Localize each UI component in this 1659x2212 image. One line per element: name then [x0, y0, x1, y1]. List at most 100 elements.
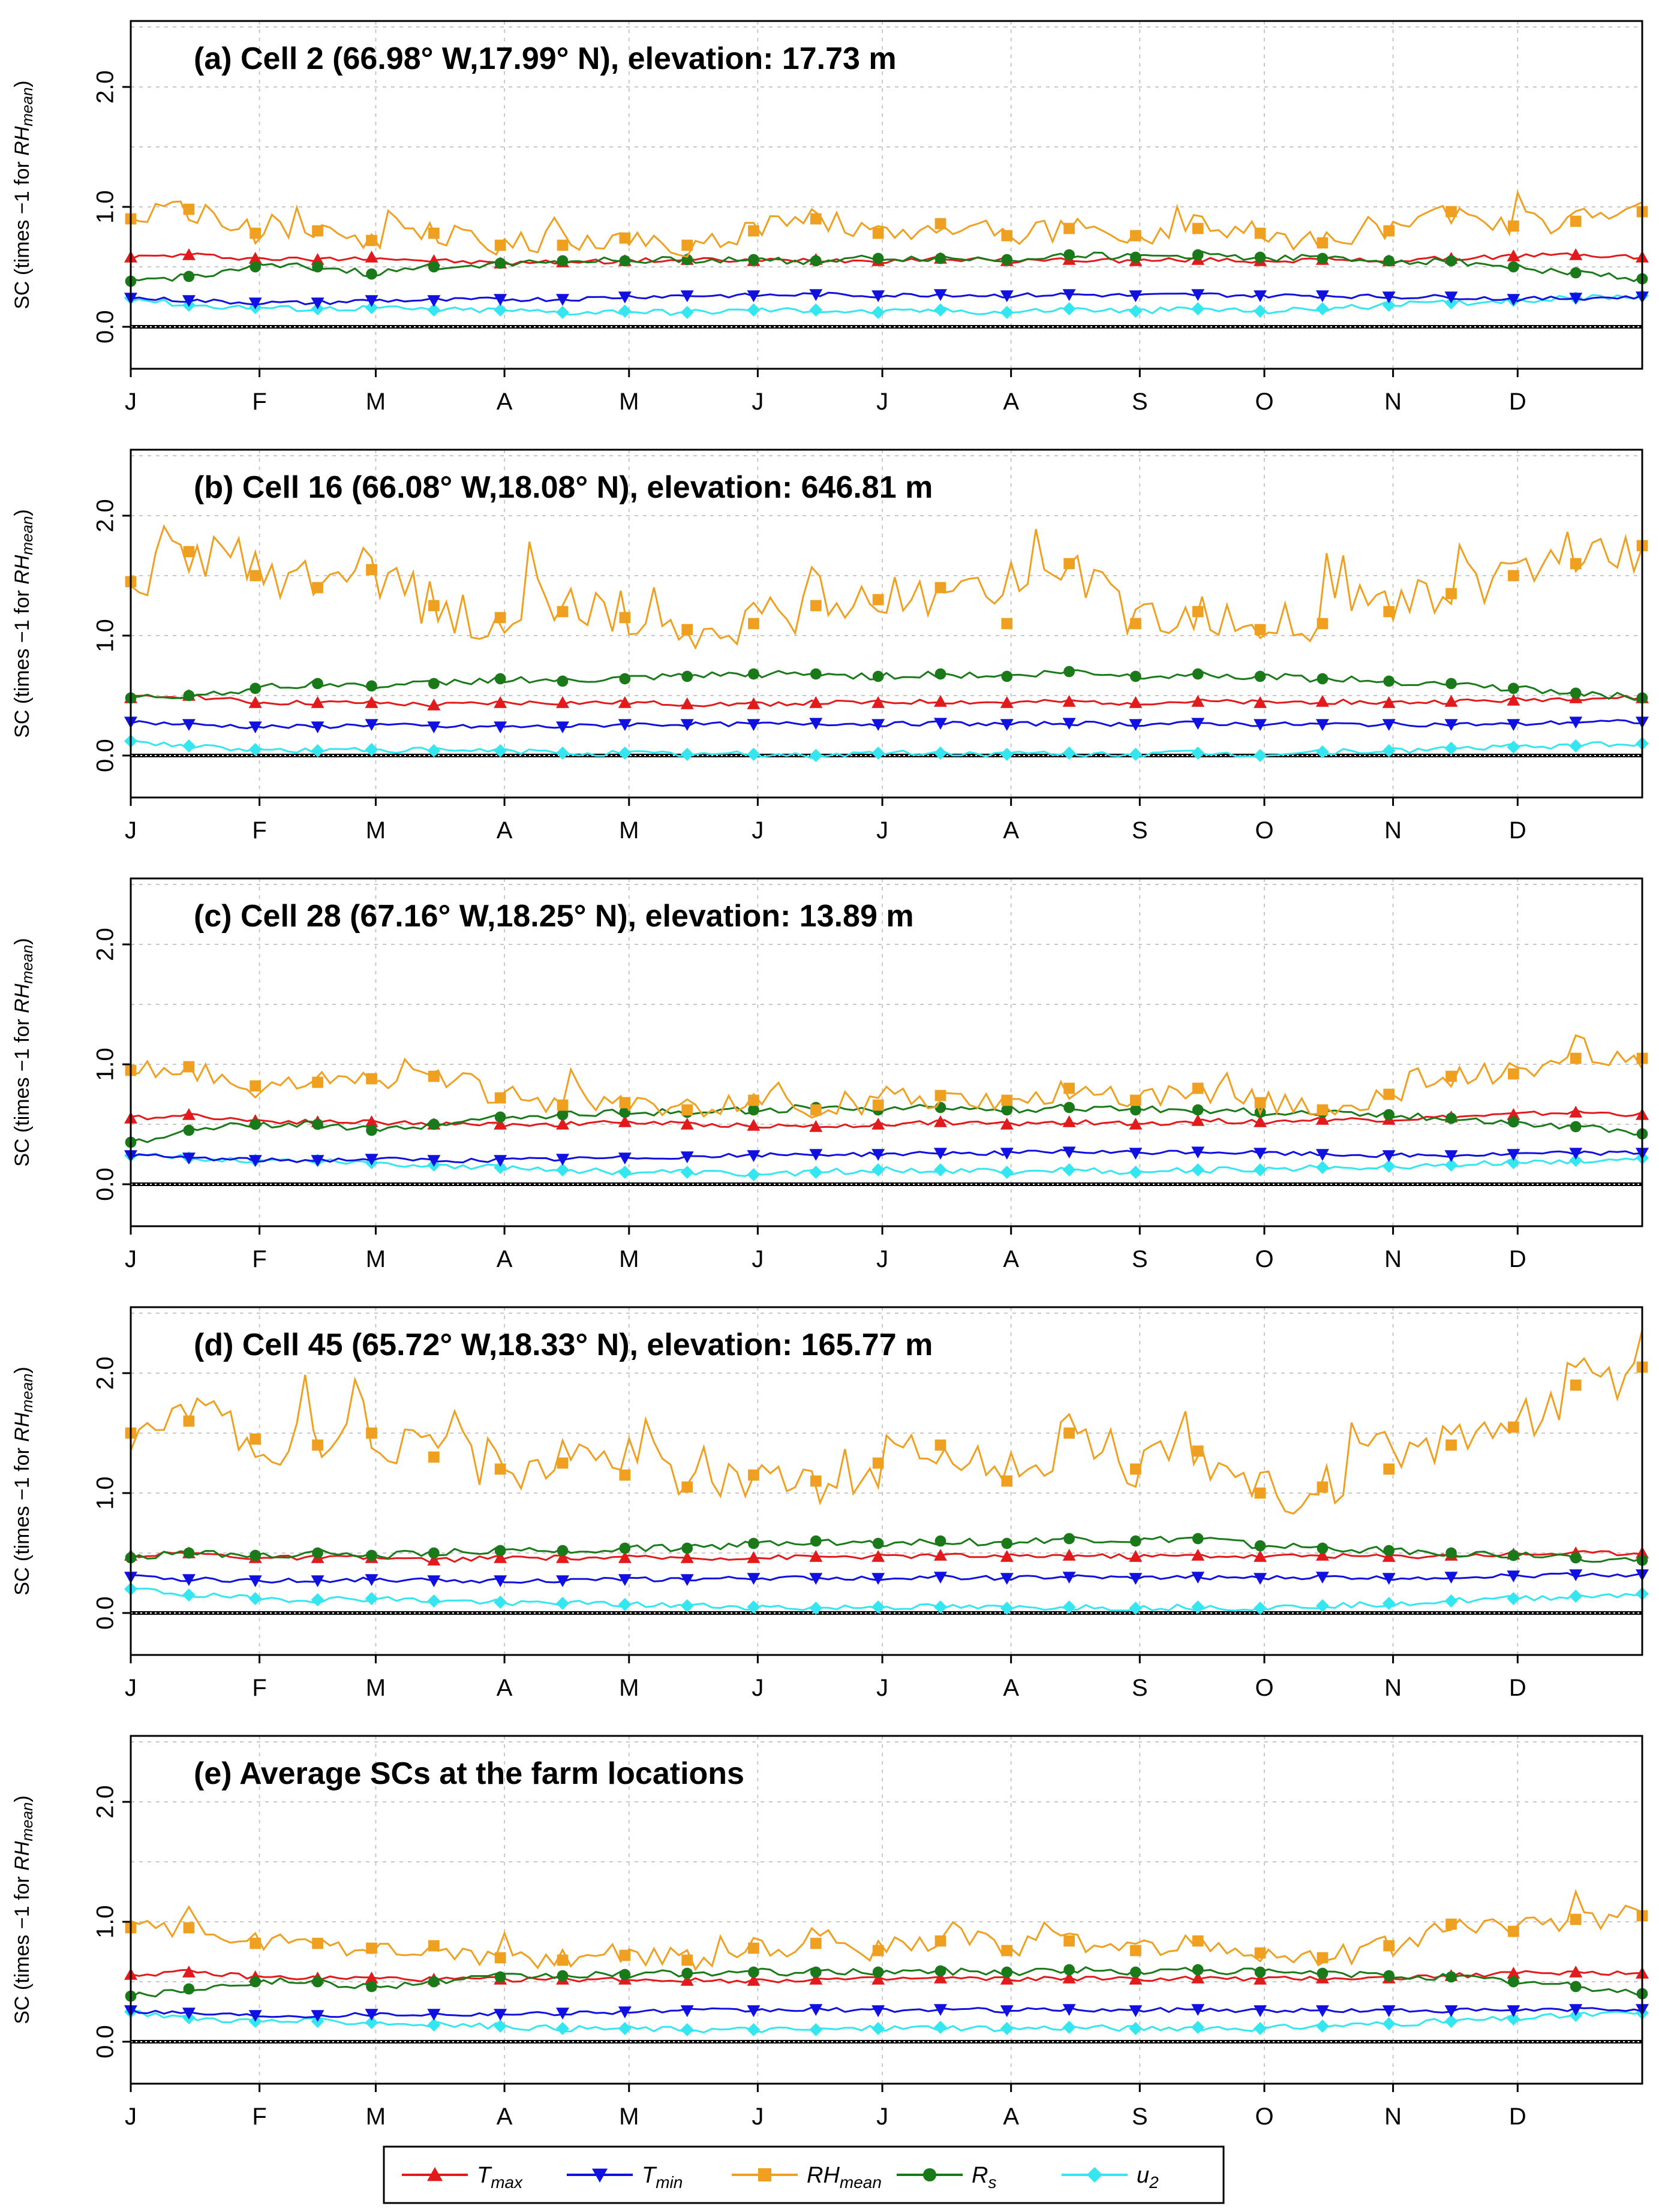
marker-u2 [427, 2018, 441, 2032]
marker-rh [1383, 1463, 1395, 1475]
y-tick-label: 2.0 [92, 1356, 119, 1390]
marker-tmin [871, 290, 885, 302]
marker-tmin [1191, 289, 1205, 301]
marker-tmin [618, 291, 632, 303]
marker-u2 [427, 1594, 441, 1608]
marker-rh [1570, 1052, 1582, 1064]
legend-sym: RH [807, 2163, 840, 2188]
marker-tmin [871, 719, 885, 731]
marker-rh [810, 213, 822, 225]
marker-tmin [1382, 1150, 1396, 1162]
marker-tmin [365, 1154, 378, 1166]
marker-u2 [934, 747, 947, 760]
marker-tmin [248, 2010, 262, 2022]
marker-rs [312, 261, 323, 273]
marker-rs [748, 1966, 759, 1978]
marker-tmin [556, 2008, 569, 2020]
marker-rs [312, 678, 323, 690]
marker-tmin [934, 718, 947, 730]
legend-sub: max [491, 2173, 523, 2192]
month-label: M [366, 389, 386, 415]
marker-tmax [556, 1551, 569, 1563]
marker-tmax [365, 1972, 378, 1984]
marker-rs [183, 1547, 195, 1559]
marker-u2 [1507, 741, 1520, 754]
marker-rs [934, 252, 946, 264]
month-label: D [1509, 817, 1526, 844]
marker-u2 [1129, 748, 1143, 761]
marker-tmin [747, 290, 761, 302]
series-line-rh [130, 1329, 1643, 1515]
marker-rs [1570, 267, 1582, 279]
y-axis-label: SC (times −1 for RHmean) [11, 1367, 36, 1596]
legend-label: Rs [972, 2163, 996, 2192]
marker-tmin [871, 2005, 885, 2017]
marker-tmax [1191, 1972, 1205, 1984]
marker-u2 [934, 2021, 947, 2034]
marker-u2 [365, 1592, 378, 1605]
marker-rs [1001, 254, 1013, 266]
marker-rs [1570, 1552, 1582, 1564]
marker-rh [681, 239, 693, 251]
marker-tmin [248, 721, 262, 733]
marker-tmin [1000, 1148, 1014, 1160]
marker-u2 [680, 2023, 694, 2036]
marker-rh [428, 227, 440, 239]
marker-tmax [182, 1108, 196, 1120]
marker-rh [557, 1954, 569, 1966]
marker-tmin [1569, 293, 1583, 305]
marker-rh [250, 1937, 262, 1949]
month-label: D [1509, 389, 1526, 415]
marker-tmin [182, 1574, 196, 1586]
marker-u2 [1062, 2021, 1076, 2034]
marker-rh [872, 1099, 884, 1111]
marker-u2 [1191, 302, 1205, 315]
month-label: F [252, 2103, 266, 2130]
marker-rh [748, 1469, 759, 1481]
series-tmax [124, 1106, 1649, 1132]
marker-rs [1445, 255, 1457, 267]
marker-rs [1254, 1966, 1266, 1978]
marker-tmin [618, 1574, 632, 1586]
y-axis-label-close: ) [11, 938, 34, 944]
marker-u2 [1062, 1600, 1076, 1614]
marker-rh [1063, 1935, 1075, 1947]
marker-rs [619, 1106, 631, 1118]
marker-rh [250, 1433, 262, 1445]
marker-tmin [680, 1151, 694, 1163]
month-label: J [752, 2103, 764, 2130]
marker-rh [1192, 1935, 1204, 1947]
marker-rh [1383, 1940, 1395, 1952]
marker-rs [494, 673, 506, 685]
y-axis-label-close: ) [11, 1367, 34, 1373]
marker-rs [366, 1124, 377, 1136]
marker-rs [1508, 682, 1519, 694]
marker-u2 [1507, 2012, 1520, 2026]
marker-tmin [1000, 2005, 1014, 2017]
month-label: A [497, 1246, 513, 1272]
marker-rs [366, 268, 377, 280]
marker-tmin [1254, 1573, 1267, 1585]
marker-tmax [1000, 696, 1014, 708]
marker-u2 [1254, 2022, 1267, 2035]
marker-tmin [182, 2008, 196, 2020]
marker-tmin [747, 1150, 761, 1162]
y-axis-label-sub: mean [18, 1374, 36, 1413]
panel-title: (c) Cell 28 (67.16° W,18.25° N), elevati… [194, 899, 914, 934]
month-label: M [619, 817, 639, 844]
marker-tmin [494, 1575, 507, 1587]
month-label: A [497, 2103, 513, 2130]
y-axis-label-main: SC (times −1 for [11, 1442, 34, 1596]
marker-tmin [809, 1149, 823, 1161]
marker-tmax [311, 253, 324, 265]
marker-tmin [747, 719, 761, 731]
marker-tmin [1129, 719, 1143, 731]
marker-tmax [1062, 1549, 1076, 1561]
marker-rh [748, 225, 759, 237]
marker-u2 [427, 303, 441, 317]
marker-u2 [1254, 305, 1267, 318]
marker-u2 [809, 303, 823, 317]
marker-tmax [182, 1966, 196, 1978]
month-label: O [1255, 389, 1273, 415]
marker-rh [748, 1094, 759, 1106]
